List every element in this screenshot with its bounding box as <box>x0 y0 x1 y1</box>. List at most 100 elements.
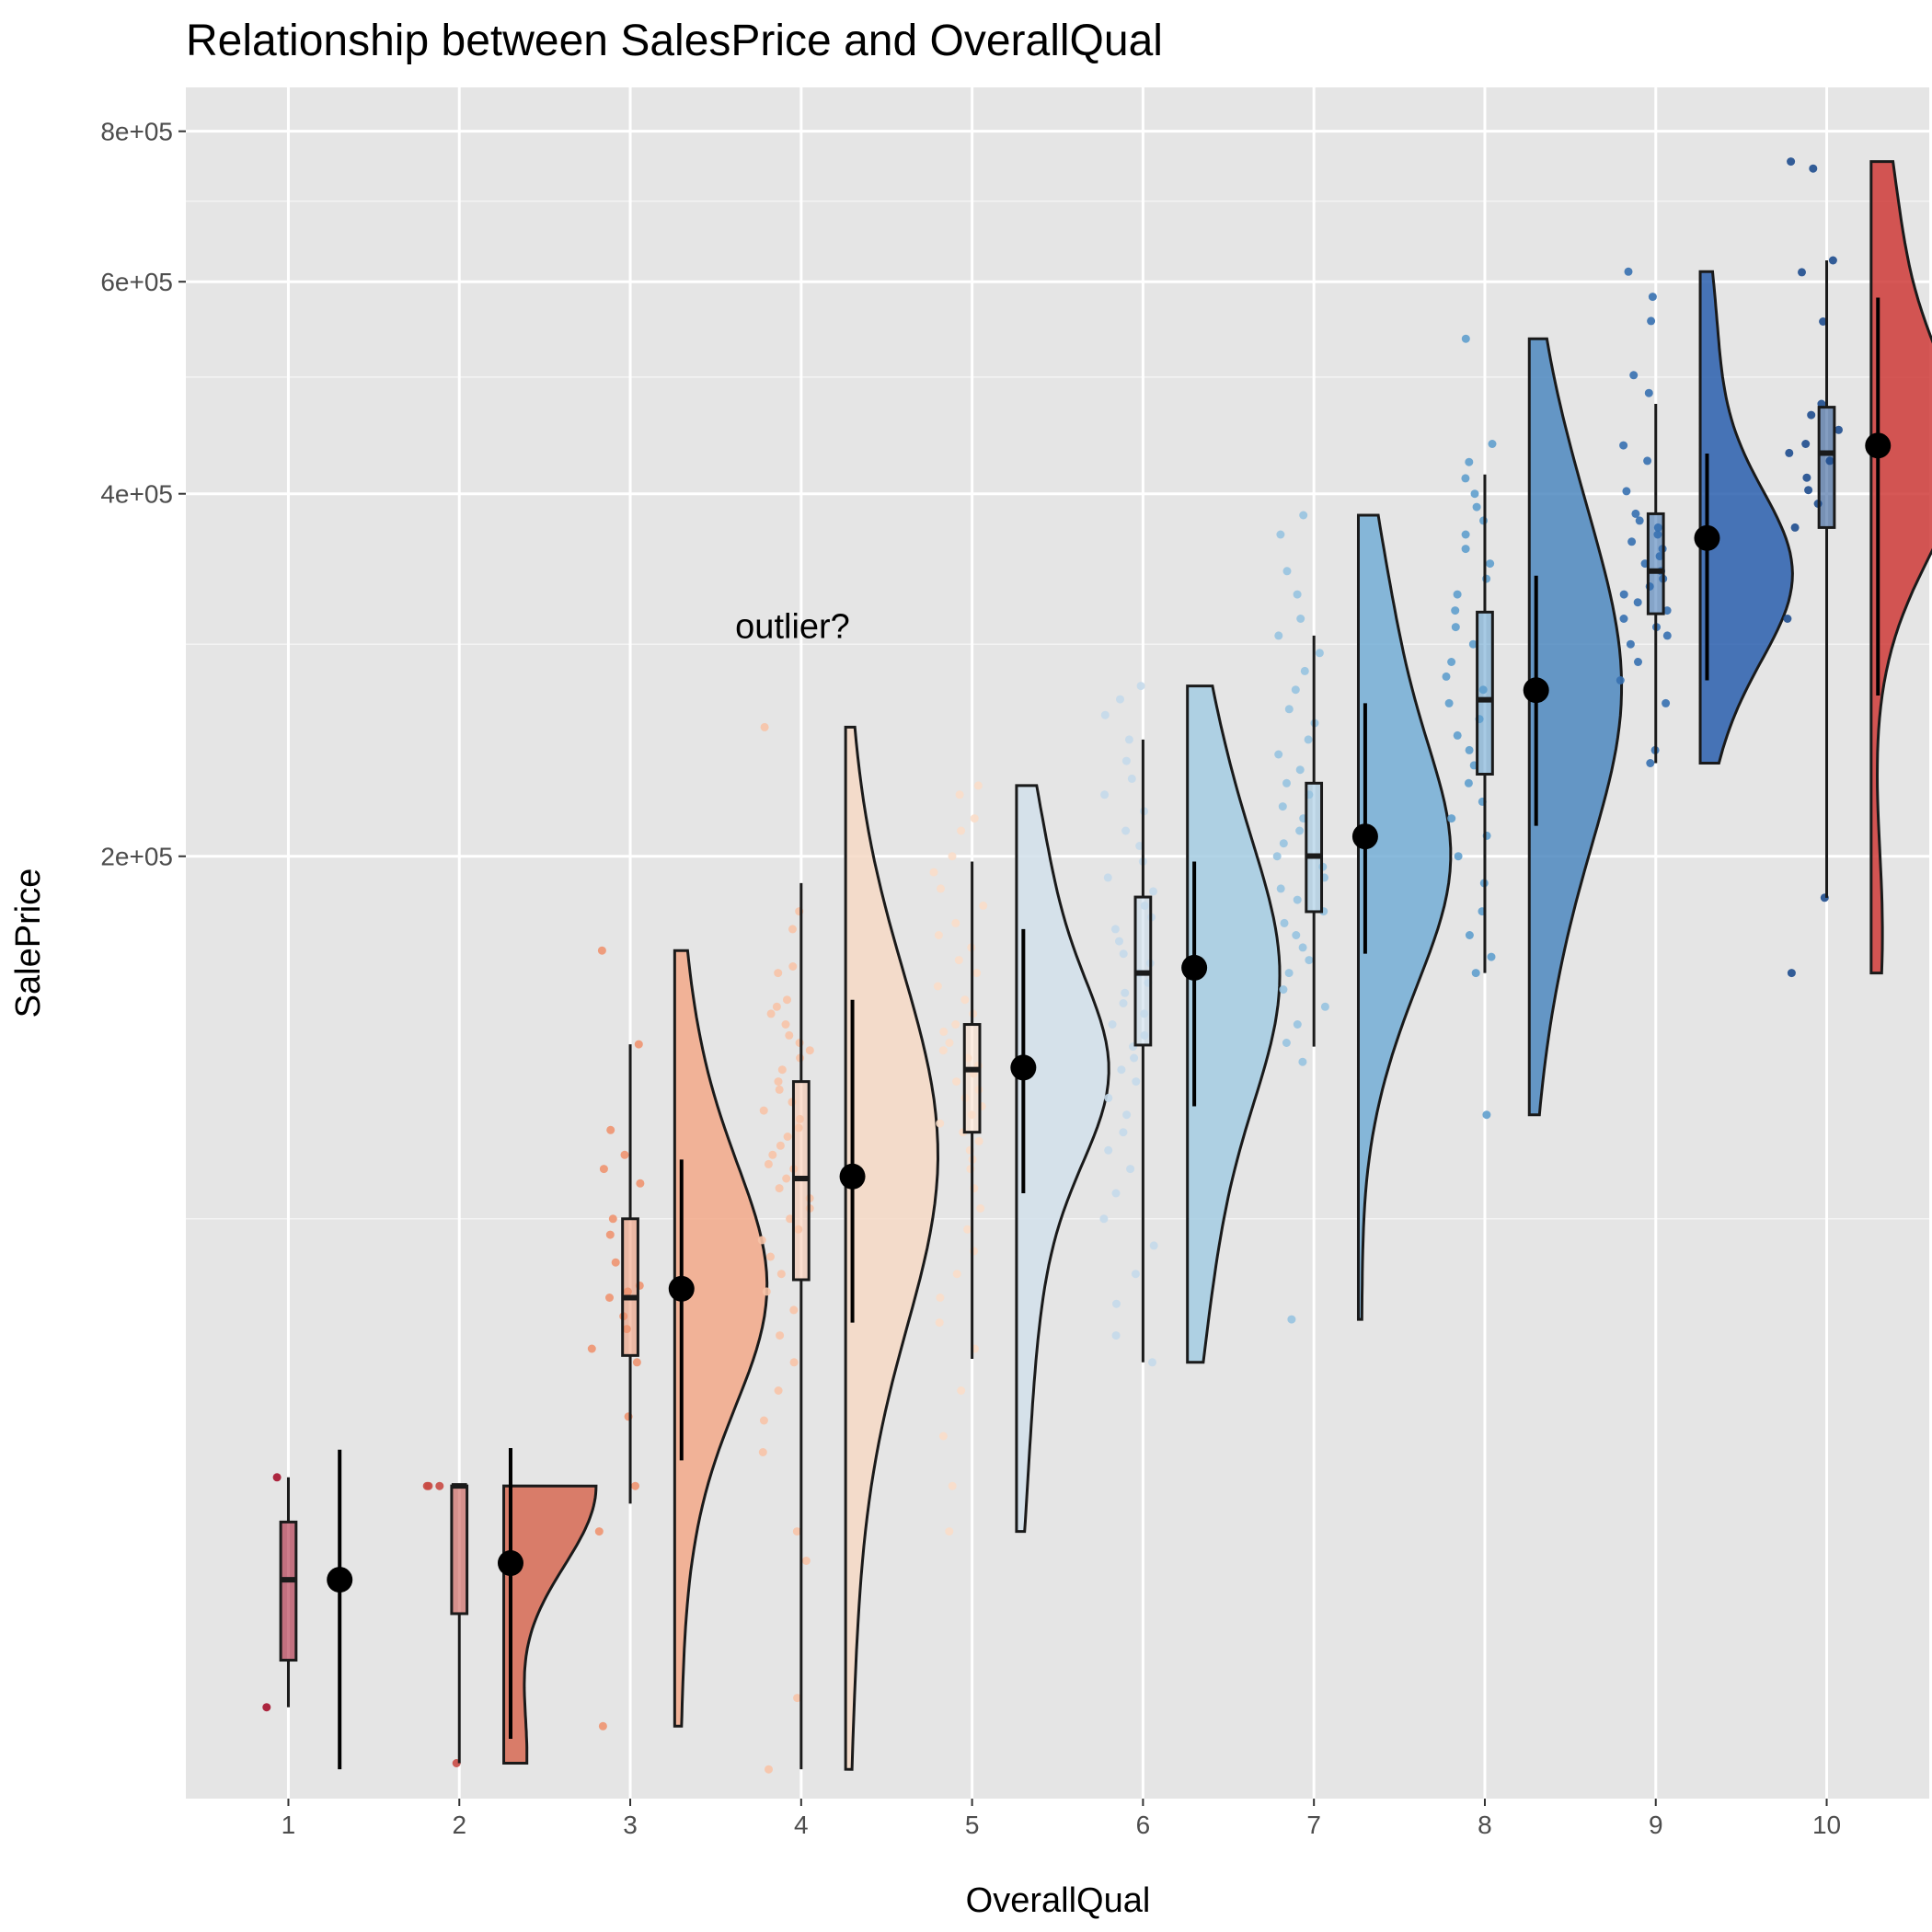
violin <box>673 949 769 1728</box>
violin <box>1186 684 1282 1364</box>
data-point <box>1121 756 1131 765</box>
data-point <box>1119 949 1128 959</box>
data-point <box>937 884 945 893</box>
data-point <box>1453 730 1462 740</box>
y-axis: 2e+05 4e+05 6e+05 8e+05 <box>100 118 186 871</box>
data-point <box>1103 873 1112 882</box>
data-point <box>1121 826 1131 835</box>
data-point <box>765 1765 773 1774</box>
violin <box>502 1484 598 1765</box>
data-point <box>1126 1165 1135 1174</box>
data-point <box>1447 658 1456 666</box>
data-point <box>1274 631 1283 640</box>
data-point <box>775 1085 784 1094</box>
mean-point <box>497 1550 523 1577</box>
data-point <box>1461 474 1470 483</box>
violin <box>844 725 940 1771</box>
annotation-outlier: outlier? <box>735 608 850 647</box>
data-point <box>960 995 970 1005</box>
data-point <box>1619 441 1628 450</box>
mean-layer <box>327 297 1892 1770</box>
data-point <box>972 969 982 978</box>
data-point <box>954 956 963 965</box>
data-point <box>1482 574 1491 583</box>
data-point <box>1131 1270 1140 1279</box>
data-point <box>1471 969 1480 978</box>
box <box>279 1520 298 1662</box>
data-point <box>1662 631 1672 640</box>
data-point <box>957 826 966 835</box>
data-point <box>1647 316 1656 326</box>
data-point <box>1291 685 1300 695</box>
box <box>1646 512 1665 615</box>
data-point <box>272 1473 282 1482</box>
violin <box>1698 270 1794 765</box>
mean-point <box>1523 677 1549 704</box>
box <box>1305 781 1324 914</box>
data-point <box>1465 745 1474 754</box>
data-point <box>1644 388 1653 397</box>
violin <box>1356 513 1453 1321</box>
data-point <box>606 1125 615 1134</box>
data-point <box>599 1165 608 1174</box>
data-point <box>793 1694 802 1703</box>
data-point <box>1451 606 1460 615</box>
data-point <box>1124 735 1133 744</box>
data-point <box>766 1009 776 1018</box>
data-point <box>1487 952 1496 961</box>
data-point <box>945 1527 954 1536</box>
data-point <box>598 1721 607 1731</box>
data-point <box>1662 606 1672 615</box>
data-point <box>1282 567 1292 576</box>
mean-point <box>839 1163 866 1190</box>
data-point <box>783 995 791 1005</box>
data-point <box>1444 698 1454 707</box>
data-point <box>1304 735 1313 744</box>
data-point <box>789 1305 799 1315</box>
data-point <box>1305 956 1314 965</box>
data-point <box>1662 698 1671 707</box>
data-point <box>952 1270 961 1279</box>
data-point <box>1280 918 1289 927</box>
data-point <box>1279 985 1288 995</box>
data-point <box>1299 511 1308 520</box>
data-point <box>759 1416 768 1425</box>
data-point <box>781 1020 790 1029</box>
data-point <box>1149 1241 1158 1250</box>
data-point <box>1293 1020 1302 1029</box>
data-point <box>1315 649 1324 658</box>
data-point <box>1465 457 1474 466</box>
violin <box>1015 784 1110 1534</box>
data-point <box>1282 1039 1291 1047</box>
data-point <box>1108 1020 1117 1029</box>
data-point <box>776 1331 785 1340</box>
data-point <box>1804 486 1813 495</box>
data-point <box>1110 925 1120 934</box>
mean-point <box>327 1567 353 1593</box>
data-point <box>939 1027 949 1036</box>
data-point <box>1809 164 1818 173</box>
x-tick-label: 8 <box>1478 1811 1492 1839</box>
data-point <box>768 1150 777 1159</box>
data-point <box>1629 371 1639 380</box>
data-point <box>1631 509 1640 518</box>
data-point <box>1785 448 1794 457</box>
data-point <box>1295 826 1305 835</box>
data-point <box>1624 267 1633 276</box>
data-point <box>587 1344 596 1353</box>
data-point <box>1276 530 1285 539</box>
mean-point <box>1694 524 1720 551</box>
data-point <box>1111 1331 1121 1340</box>
data-point <box>963 1225 972 1234</box>
box <box>450 1484 469 1616</box>
data-point <box>951 918 960 927</box>
data-point <box>774 969 783 978</box>
x-axis-title: OverallQual <box>966 1881 1151 1920</box>
data-point <box>1834 425 1843 434</box>
data-point <box>608 1214 617 1224</box>
data-point <box>605 1230 615 1239</box>
chart-title: Relationship between SalesPrice and Over… <box>186 17 1163 65</box>
data-point <box>760 722 769 731</box>
mean-point <box>668 1275 695 1302</box>
